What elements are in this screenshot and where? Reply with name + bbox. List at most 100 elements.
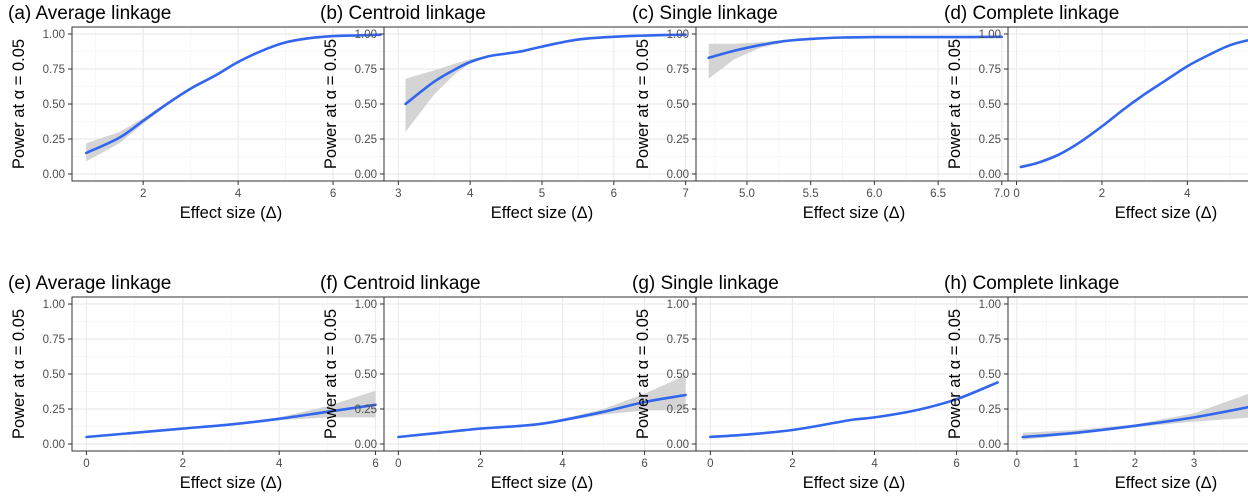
y-tick-label: 0.25 xyxy=(979,404,1001,416)
x-tick-label: 5.5 xyxy=(803,188,819,200)
x-tick-label: 5.0 xyxy=(739,188,755,200)
y-tick-label: 0.25 xyxy=(355,134,377,146)
x-tick-label: 4 xyxy=(871,458,878,470)
y-axis-label: Power at α = 0.05 xyxy=(322,309,340,439)
y-axis-label: Power at α = 0.05 xyxy=(10,309,28,439)
x-tick-label: 4 xyxy=(467,188,474,200)
panel-e: 0 2 4 6 0.00 0.25 0.50 0.75 1.00 (e) Average link… xyxy=(8,273,391,492)
x-axis-label: Effect size (Δ) xyxy=(803,204,905,222)
y-tick-label: 1.00 xyxy=(355,29,377,41)
y-tick-label: 1.00 xyxy=(43,29,65,41)
y-tick-label: 0.00 xyxy=(667,169,689,181)
x-tick-label: 2 xyxy=(140,188,146,200)
x-tick-label: 5 xyxy=(539,188,545,200)
y-tick-label: 1.00 xyxy=(43,299,65,311)
x-tick-label: 2 xyxy=(1099,188,1105,200)
panel-title: (c) Single linkage xyxy=(632,3,778,24)
x-tick-label: 2 xyxy=(477,458,483,470)
y-tick-label: 1.00 xyxy=(667,299,689,311)
y-axis-label: Power at α = 0.05 xyxy=(946,39,964,169)
y-tick-label: 0.50 xyxy=(979,369,1001,381)
x-tick-label: 0 xyxy=(707,458,713,470)
x-tick-label: 0 xyxy=(1013,188,1019,200)
x-tick-label: 6.0 xyxy=(866,188,882,200)
x-tick-label: 7.0 xyxy=(994,188,1010,200)
fitted-power-curve xyxy=(707,35,1004,60)
y-tick-label: 1.00 xyxy=(667,29,689,41)
x-axis-label: Effect size (Δ) xyxy=(491,204,593,222)
x-tick-label: 4 xyxy=(276,458,283,470)
x-tick-label: 3 xyxy=(395,188,401,200)
panel-title: (b) Centroid linkage xyxy=(320,3,486,24)
y-tick-label: 0.00 xyxy=(43,169,65,181)
fitted-power-curve xyxy=(709,381,999,439)
x-tick-label: 6 xyxy=(330,188,336,200)
panel-h: 0123450.000.250.500.751.00(h) Complete l… xyxy=(944,273,1248,492)
panel-b: 3 4 5 6 7 0.00 0.25 0.50 0.75 1.00 (b) Centroid li… xyxy=(320,3,701,222)
y-tick-label: 0.50 xyxy=(43,369,65,381)
x-tick-label: 6 xyxy=(611,188,617,200)
x-tick-label: 2 xyxy=(180,458,186,470)
y-tick-label: 1.00 xyxy=(355,299,377,311)
fitted-power-curve xyxy=(404,33,687,106)
y-tick-label: 0.75 xyxy=(667,64,689,76)
panel-title: (e) Average linkage xyxy=(8,273,171,294)
panel-title: (h) Complete linkage xyxy=(944,273,1119,294)
y-tick-label: 0.25 xyxy=(979,134,1001,146)
y-tick-label: 0.25 xyxy=(667,404,689,416)
panel-title: (d) Complete linkage xyxy=(944,3,1119,24)
y-axis-label: Power at α = 0.05 xyxy=(946,309,964,439)
x-axis-label: Effect size (Δ) xyxy=(180,204,282,222)
x-axis-label: Effect size (Δ) xyxy=(491,474,593,492)
confidence-band xyxy=(405,34,686,132)
y-tick-label: 0.50 xyxy=(667,369,689,381)
y-tick-label: 0.50 xyxy=(667,99,689,111)
fitted-power-curve xyxy=(397,393,687,439)
x-tick-label: 4 xyxy=(559,458,566,470)
y-tick-label: 1.00 xyxy=(979,29,1001,41)
panel-f: 0 2 4 6 0.00 0.25 0.50 0.75 1.00 (f) Centroid lin… xyxy=(320,273,701,492)
y-tick-label: 1.00 xyxy=(979,299,1001,311)
y-tick-label: 0.75 xyxy=(979,64,1001,76)
y-tick-label: 0.75 xyxy=(43,64,65,76)
y-tick-label: 0.50 xyxy=(355,99,377,111)
x-tick-label: 6 xyxy=(953,458,959,470)
x-tick-label: 6 xyxy=(641,458,647,470)
x-axis-label: Effect size (Δ) xyxy=(180,474,282,492)
y-tick-label: 0.50 xyxy=(43,99,65,111)
y-tick-label: 0.75 xyxy=(667,334,689,346)
x-tick-label: 2 xyxy=(1132,458,1138,470)
y-tick-label: 0.75 xyxy=(979,334,1001,346)
x-tick-label: 0 xyxy=(1014,458,1020,470)
y-axis-label: Power at α = 0.05 xyxy=(322,39,340,169)
panel-title: (a) Average linkage xyxy=(8,3,171,24)
y-tick-label: 0.00 xyxy=(979,439,1001,451)
x-tick-label: 6 xyxy=(372,458,378,470)
y-tick-label: 0.25 xyxy=(355,404,377,416)
x-tick-label: 7 xyxy=(682,188,688,200)
panel-c: 5.0 5.5 6.0 6.5 7.0 0.00 0.25 0.50 0.75 1.00 (c) S… xyxy=(632,3,1013,222)
x-tick-label: 1 xyxy=(1073,458,1079,470)
x-tick-label: 2 xyxy=(789,458,795,470)
y-tick-label: 0.75 xyxy=(355,64,377,76)
panel-a: 2 4 6 0.00 0.25 0.50 0.75 1.00 (a) Average linka… xyxy=(8,3,391,222)
panel-g: 0 2 4 6 0.00 0.25 0.50 0.75 1.00 (g) Single linka… xyxy=(632,273,1013,492)
y-tick-label: 0.25 xyxy=(43,134,65,146)
x-axis-label: Effect size (Δ) xyxy=(803,474,905,492)
y-axis-label: Power at α = 0.05 xyxy=(634,309,652,439)
fitted-power-curve xyxy=(84,33,382,155)
y-tick-label: 0.25 xyxy=(667,134,689,146)
y-tick-label: 0.00 xyxy=(43,439,65,451)
y-axis-label: Power at α = 0.05 xyxy=(10,39,28,169)
x-tick-label: 3 xyxy=(1191,458,1197,470)
y-tick-label: 0.00 xyxy=(979,169,1001,181)
x-tick-label: 4 xyxy=(235,188,242,200)
y-tick-label: 0.00 xyxy=(355,439,377,451)
fitted-power-curve xyxy=(1021,405,1248,439)
x-tick-label: 0 xyxy=(395,458,401,470)
x-tick-label: 0 xyxy=(83,458,89,470)
y-tick-label: 0.75 xyxy=(355,334,377,346)
y-tick-label: 0.75 xyxy=(43,334,65,346)
